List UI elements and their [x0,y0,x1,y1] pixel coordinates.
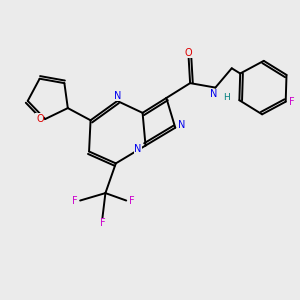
Text: H: H [223,93,230,102]
Text: N: N [178,120,185,130]
Text: N: N [134,143,142,154]
Text: F: F [129,196,134,206]
Text: F: F [100,218,105,228]
Text: F: F [290,97,295,107]
Text: O: O [185,47,193,58]
Text: N: N [114,91,121,100]
Text: F: F [72,196,78,206]
Text: N: N [210,89,218,99]
Text: O: O [36,114,44,124]
